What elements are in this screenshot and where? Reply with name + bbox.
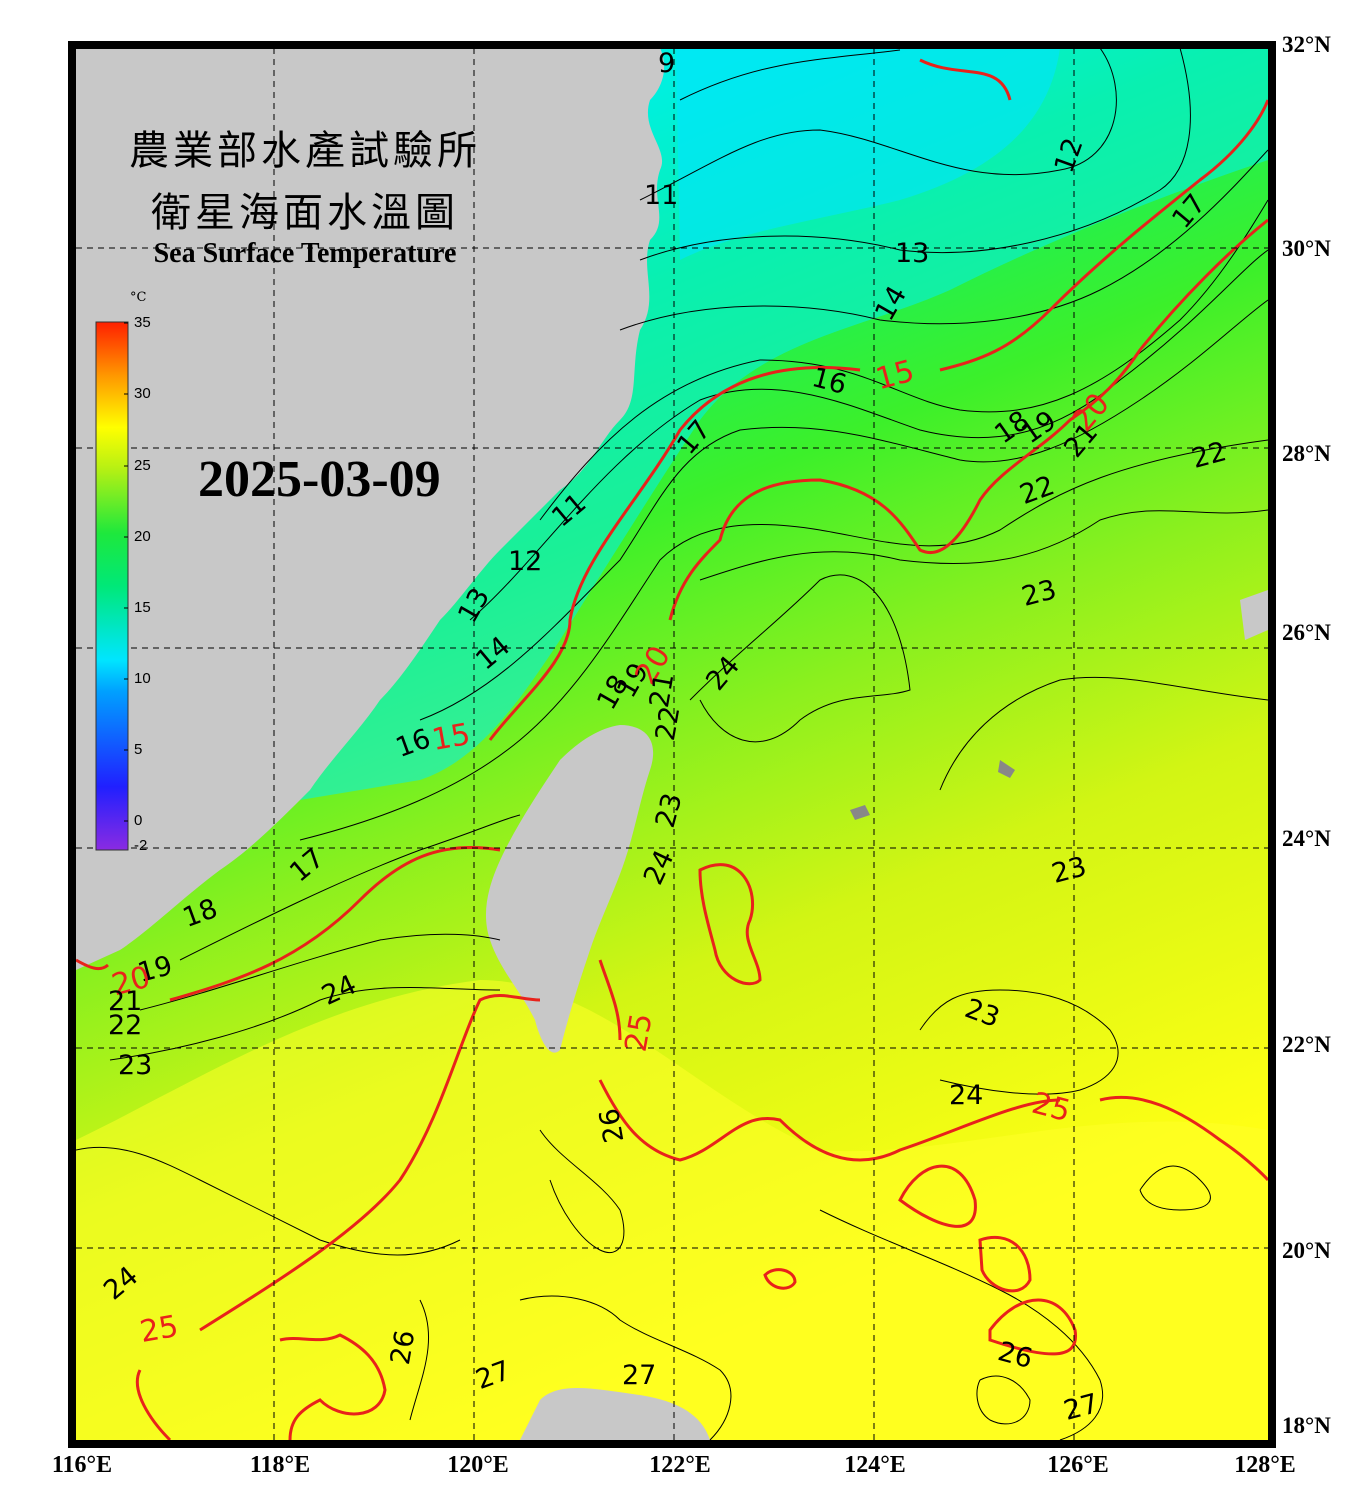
- colorbar-tick: 10: [134, 670, 151, 687]
- isotherm-label: 25: [618, 1010, 660, 1055]
- title-zh-line1: 農業部水產試驗所: [129, 128, 481, 174]
- isotherm-label: 15: [429, 716, 473, 759]
- lat-label: 26°N: [1282, 620, 1331, 645]
- cold-core: [676, 48, 1060, 260]
- lat-label: 24°N: [1282, 826, 1331, 851]
- isotherm-label: 13: [895, 238, 930, 269]
- isotherm-label: 12: [508, 546, 543, 577]
- lon-label: 122°E: [649, 1452, 711, 1478]
- colorbar-tick: 5: [134, 741, 143, 758]
- colorbar-tick: 35: [134, 314, 151, 331]
- colorbar-unit: °C: [130, 290, 147, 305]
- lat-label: 32°N: [1282, 32, 1331, 57]
- isotherm-label: 21: [108, 986, 143, 1017]
- lon-label: 116°E: [51, 1452, 113, 1478]
- isotherms-red: [76, 58, 1268, 1440]
- luzon-land: [520, 1388, 710, 1440]
- isotherm-label: 22: [108, 1010, 143, 1041]
- date-label: 2025-03-09: [198, 451, 441, 508]
- colorbar-tick: 0: [134, 812, 143, 829]
- isotherm-label: 27: [622, 1360, 657, 1391]
- graticule: [76, 48, 1268, 1440]
- colorbar: [95, 321, 129, 851]
- title-zh-line2: 衛星海面水溫圖: [151, 190, 459, 236]
- lat-label: 18°N: [1282, 1413, 1331, 1438]
- colorbar-tick: 30: [134, 385, 151, 402]
- isotherm-label: 24: [949, 1080, 984, 1111]
- isotherm-label: 11: [644, 180, 679, 211]
- lat-label: 20°N: [1282, 1238, 1331, 1263]
- isotherm-label: 9: [658, 48, 676, 79]
- isotherms-black: [76, 48, 1268, 1440]
- colorbar-tick: -2: [134, 837, 148, 854]
- island: [1240, 590, 1268, 640]
- map-frame: [68, 41, 1276, 1448]
- lat-label: 28°N: [1282, 441, 1331, 466]
- lon-label: 128°E: [1234, 1452, 1296, 1478]
- lon-label: 124°E: [844, 1452, 906, 1478]
- colorbar-tick: 15: [134, 599, 151, 616]
- isotherm-label: 23: [118, 1050, 153, 1081]
- lat-label: 22°N: [1282, 1032, 1331, 1057]
- isotherm-label: 22: [649, 703, 687, 744]
- island: [850, 805, 870, 820]
- colorbar-tick: 20: [134, 528, 151, 545]
- isotherm-label: 25: [137, 1308, 181, 1351]
- title-en: Sea Surface Temperature: [153, 238, 457, 269]
- lat-label: 30°N: [1282, 236, 1331, 261]
- lon-label: 118°E: [249, 1452, 311, 1478]
- lon-label: 120°E: [447, 1452, 509, 1478]
- warm-water: [76, 980, 1268, 1440]
- isotherm-label: 26: [384, 1327, 422, 1368]
- colorbar-tick: 25: [134, 457, 151, 474]
- china-land: [76, 48, 665, 970]
- island: [998, 760, 1015, 778]
- isotherm-label: 26: [593, 1105, 631, 1146]
- taiwan-land: [485, 725, 654, 1053]
- colorbar-ticks: [124, 322, 128, 822]
- lon-label: 126°E: [1047, 1452, 1109, 1478]
